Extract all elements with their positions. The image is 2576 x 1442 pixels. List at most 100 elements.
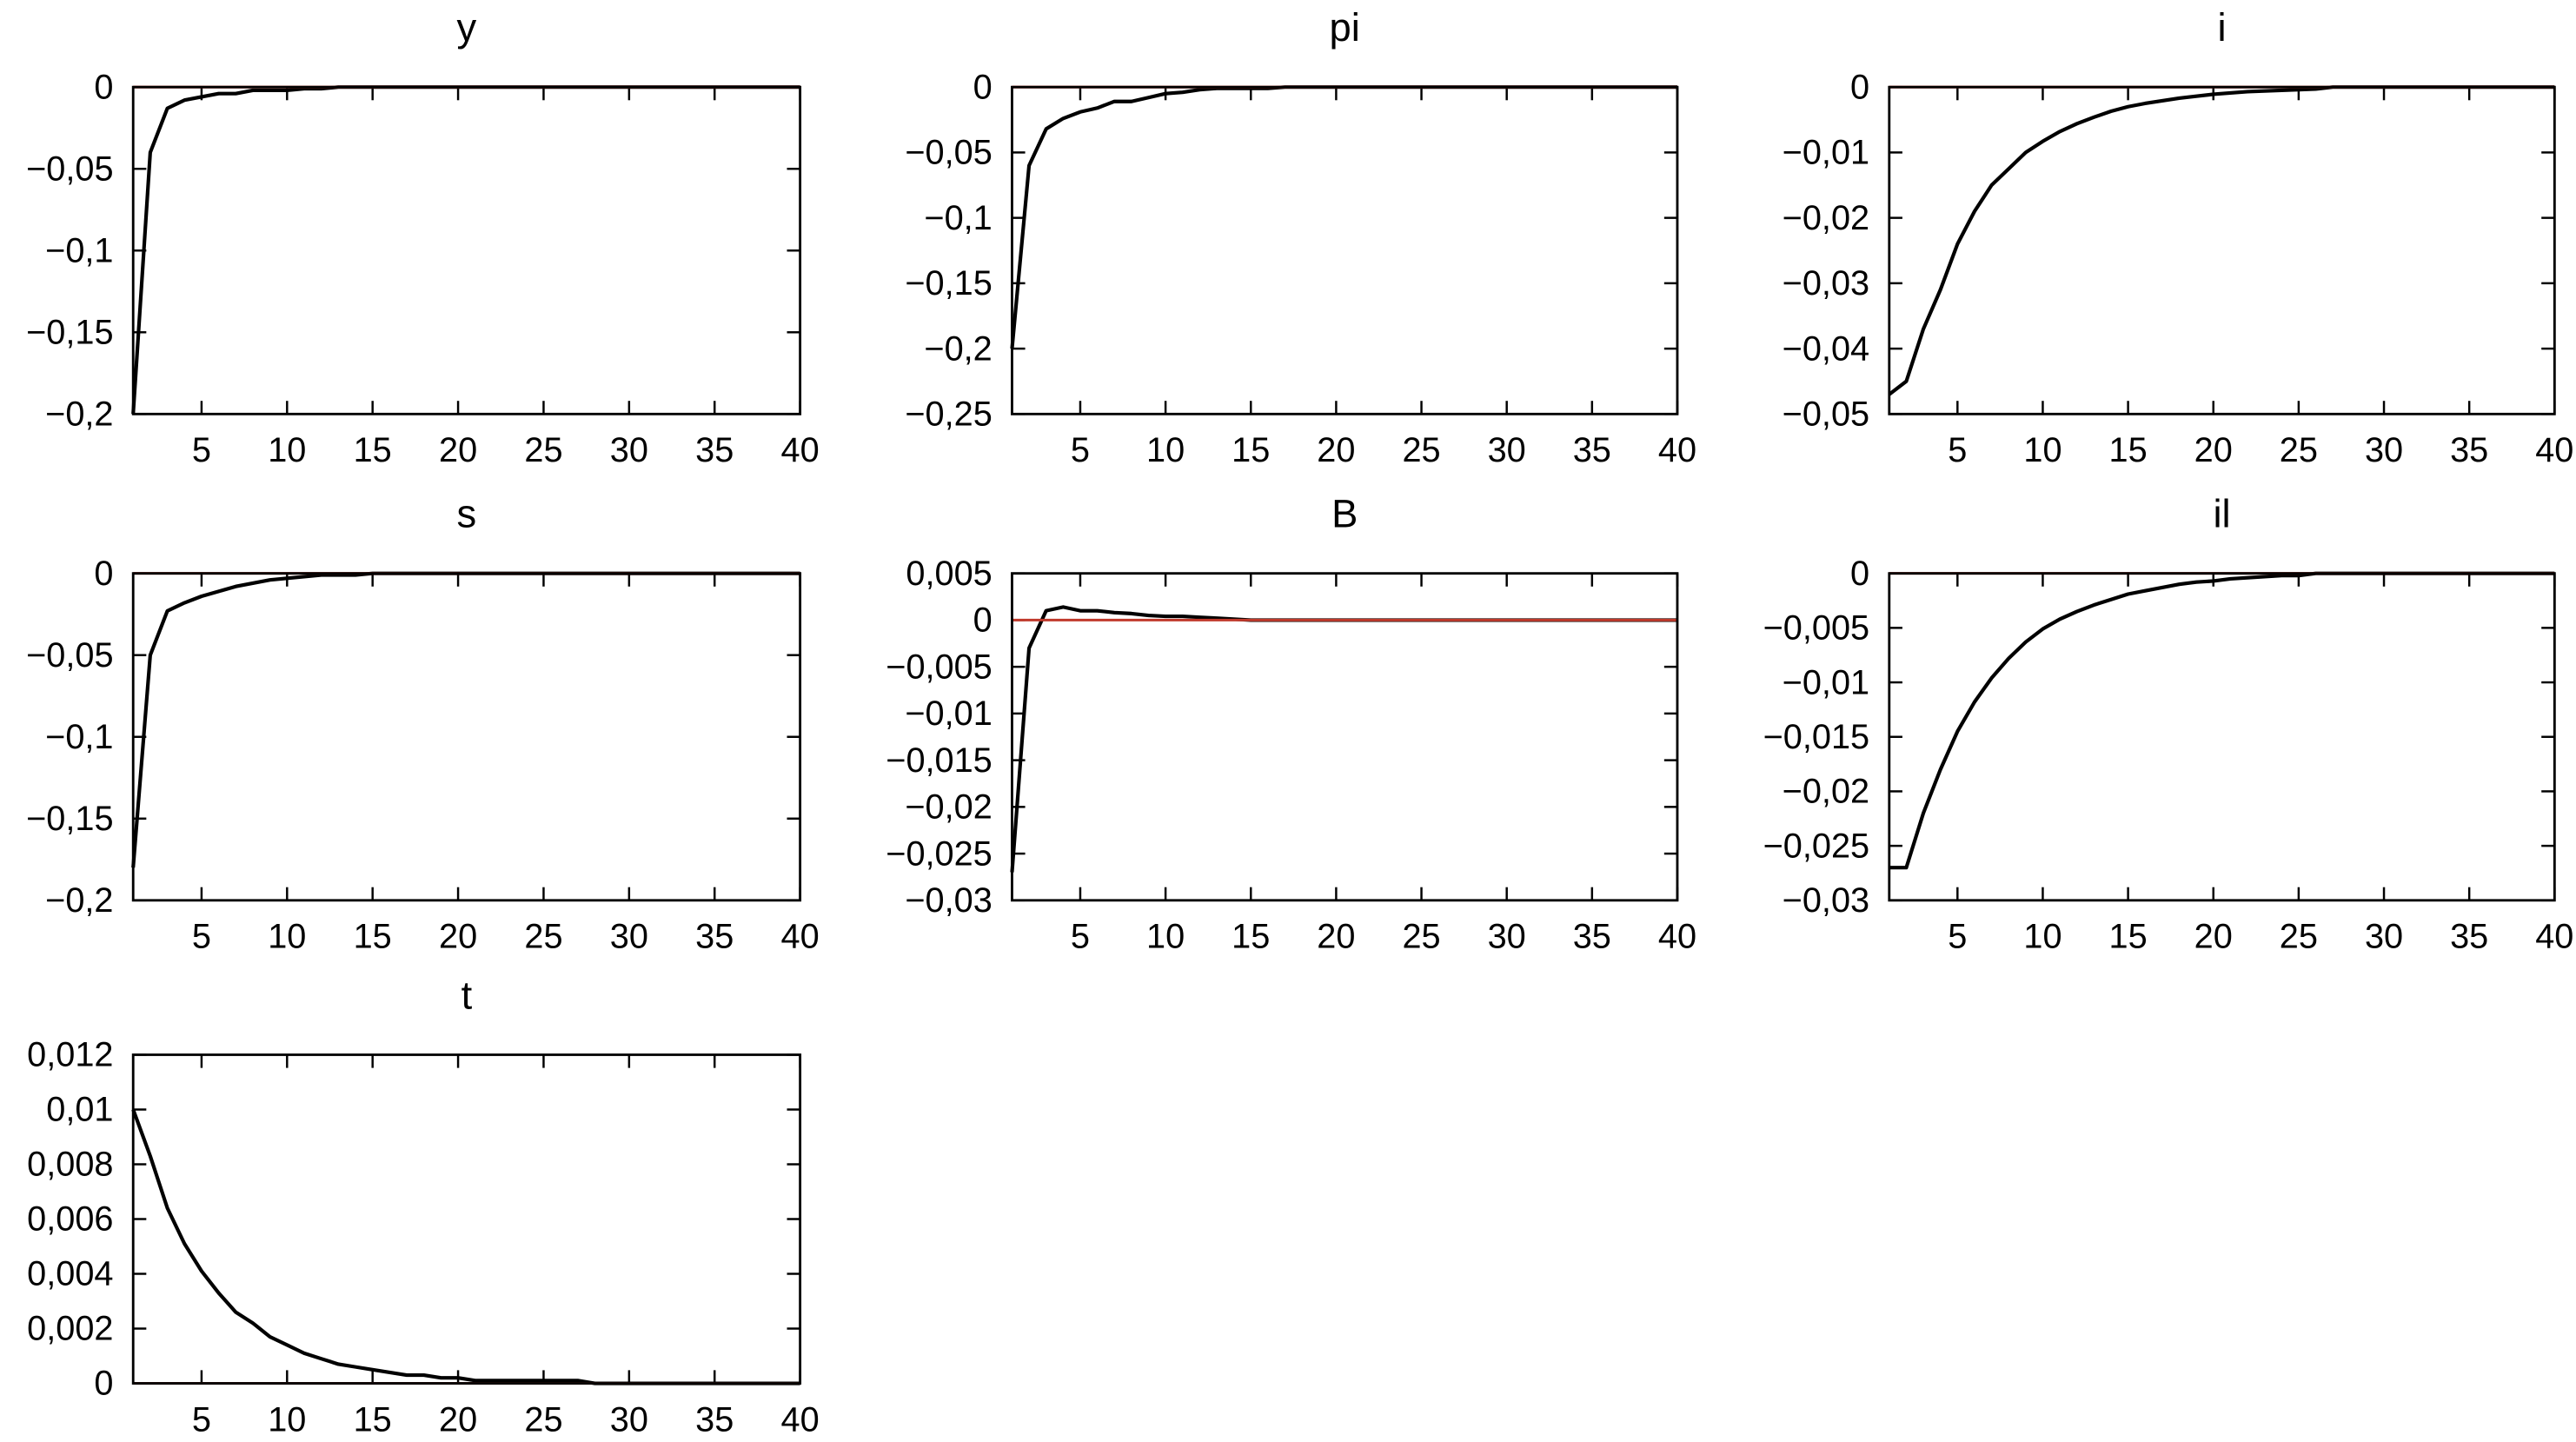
y-tick-label: −0,01 — [1783, 663, 1869, 701]
y-tick-label: −0,04 — [1783, 329, 1869, 368]
x-tick-label: 5 — [192, 1400, 211, 1439]
chart-title: il — [2213, 492, 2230, 536]
plot-frame — [131, 1053, 802, 1385]
x-tick-label: 40 — [2535, 918, 2573, 956]
x-tick-label: 15 — [1232, 918, 1270, 956]
y-tick-label: −0,05 — [905, 134, 992, 172]
x-tick-label: 10 — [268, 918, 306, 956]
x-tick-label: 25 — [2280, 431, 2318, 469]
y-tick-label: 0,002 — [27, 1310, 113, 1348]
x-tick-label: 40 — [781, 918, 820, 956]
x-tick-label: 40 — [781, 1400, 820, 1439]
x-tick-label: 35 — [1573, 918, 1611, 956]
y-tick-label: 0,008 — [27, 1146, 113, 1184]
plot-frame — [1011, 572, 1679, 902]
y-tick-label: 0 — [94, 68, 113, 106]
x-tick-label: 35 — [695, 918, 734, 956]
chart-title: t — [461, 974, 473, 1018]
y-tick-label: −0,02 — [1783, 199, 1869, 237]
y-tick-label: 0 — [973, 68, 993, 106]
x-tick-label: 20 — [1317, 918, 1355, 956]
chart-title: i — [2218, 5, 2227, 50]
y-tick-label: −0,02 — [1783, 773, 1869, 811]
x-tick-label: 40 — [2535, 431, 2573, 469]
y-tick-label: −0,025 — [886, 834, 993, 873]
x-tick-label: 30 — [610, 918, 648, 956]
y-tick-label: −0,02 — [905, 788, 992, 827]
y-tick-label: −0,15 — [26, 314, 113, 352]
data-line — [131, 1108, 800, 1386]
plot-frame — [1011, 85, 1679, 415]
x-tick-label: 10 — [268, 1400, 306, 1439]
x-tick-label: 10 — [2023, 431, 2061, 469]
y-tick-label: −0,025 — [1763, 827, 1870, 865]
chart-title: y — [457, 5, 477, 50]
y-tick-label: 0,005 — [906, 555, 992, 593]
y-tick-label: −0,03 — [1783, 264, 1869, 302]
x-tick-label: 20 — [439, 431, 477, 469]
y-tick-label: −0,05 — [26, 636, 113, 674]
x-tick-label: 5 — [192, 918, 211, 956]
x-tick-label: 15 — [354, 431, 392, 469]
x-tick-label: 40 — [1658, 431, 1696, 469]
y-tick-label: −0,2 — [45, 395, 113, 434]
y-tick-label: 0,01 — [46, 1091, 113, 1129]
x-tick-label: 25 — [1402, 431, 1440, 469]
y-tick-label: −0,03 — [1783, 881, 1869, 920]
data-line — [1010, 85, 1677, 349]
x-tick-label: 25 — [524, 431, 562, 469]
y-tick-label: −0,15 — [905, 264, 992, 302]
x-tick-label: 5 — [1948, 431, 1967, 469]
y-tick-label: −0,01 — [905, 694, 992, 733]
data-line — [131, 85, 800, 415]
x-tick-label: 25 — [524, 918, 562, 956]
x-tick-label: 25 — [2280, 918, 2318, 956]
y-tick-label: −0,01 — [1783, 134, 1869, 172]
y-tick-label: 0 — [94, 555, 113, 593]
x-tick-label: 30 — [610, 431, 648, 469]
y-tick-label: −0,1 — [924, 199, 992, 237]
x-tick-label: 30 — [610, 1400, 648, 1439]
x-tick-label: 35 — [695, 1400, 734, 1439]
x-tick-label: 40 — [781, 431, 820, 469]
x-tick-label: 20 — [2194, 918, 2233, 956]
x-tick-label: 30 — [1488, 431, 1526, 469]
x-tick-label: 20 — [439, 918, 477, 956]
y-tick-label: 0 — [94, 1365, 113, 1403]
x-tick-label: 25 — [524, 1400, 562, 1439]
y-tick-label: −0,015 — [1763, 718, 1870, 756]
x-tick-label: 10 — [2023, 918, 2061, 956]
y-tick-label: −0,03 — [905, 881, 992, 920]
x-tick-label: 5 — [1948, 918, 1967, 956]
x-tick-label: 20 — [1317, 431, 1355, 469]
x-tick-label: 30 — [1488, 918, 1526, 956]
y-tick-label: −0,005 — [1763, 609, 1870, 648]
data-line — [1888, 85, 2555, 396]
y-tick-label: 0,006 — [27, 1200, 113, 1239]
y-tick-label: −0,15 — [26, 800, 113, 838]
y-tick-label: −0,005 — [886, 648, 993, 686]
x-tick-label: 35 — [2450, 431, 2488, 469]
y-tick-label: −0,05 — [26, 150, 113, 188]
data-line — [1010, 605, 1677, 873]
plot-frame — [1888, 572, 2556, 902]
x-tick-label: 10 — [1146, 431, 1185, 469]
x-tick-label: 5 — [1071, 431, 1090, 469]
x-tick-label: 15 — [2109, 918, 2148, 956]
y-tick-label: −0,2 — [45, 881, 113, 920]
x-tick-label: 15 — [354, 918, 392, 956]
x-tick-label: 35 — [695, 431, 734, 469]
x-tick-label: 20 — [439, 1400, 477, 1439]
x-tick-label: 35 — [1573, 431, 1611, 469]
data-line — [1889, 571, 2555, 870]
plot-frame — [1888, 85, 2556, 415]
y-tick-label: −0,015 — [886, 741, 993, 780]
y-tick-label: 0 — [973, 601, 993, 640]
x-tick-label: 5 — [1071, 918, 1090, 956]
x-tick-label: 15 — [2109, 431, 2148, 469]
y-tick-label: 0,012 — [27, 1036, 113, 1074]
data-line — [131, 571, 800, 868]
y-tick-label: −0,1 — [45, 231, 113, 269]
